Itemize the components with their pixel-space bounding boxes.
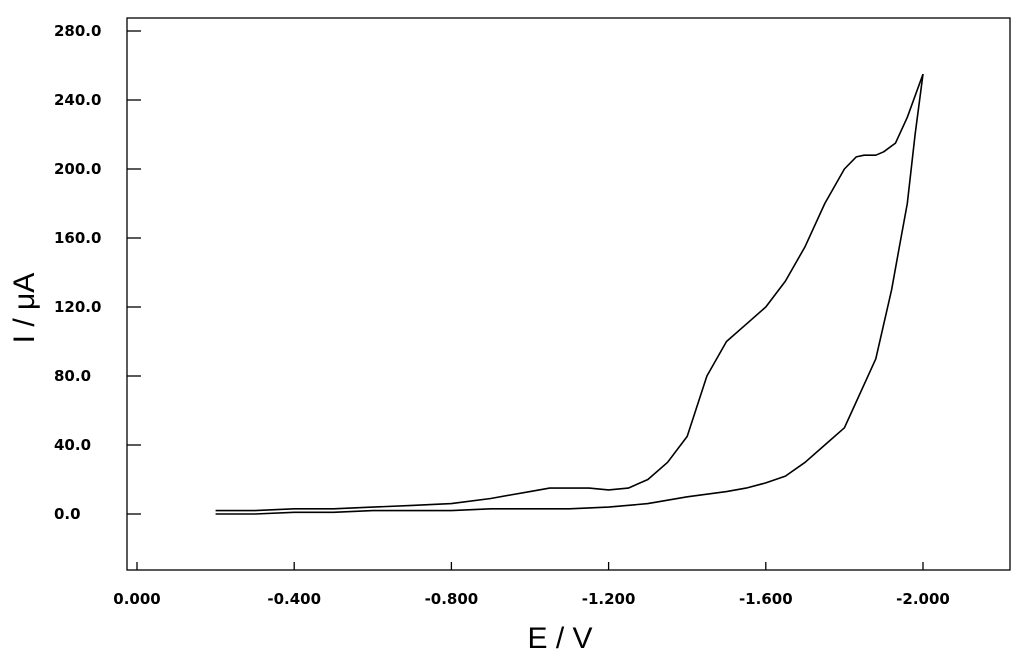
y-axis-ticks: 0.0 40.0 80.0 120.0 160.0 200.0 240.0 280.0 [54,22,141,523]
y-axis-title: I / μA [8,273,41,344]
x-tick-label: -1.200 [582,590,636,608]
y-tick-label: 200.0 [54,160,101,178]
x-axis-ticks: 0.000 -0.400 -0.800 -1.200 -1.600 -2.000 [113,562,950,608]
x-axis-title: E / V [527,622,592,655]
y-tick-label: 0.0 [54,505,81,523]
forward-scan-line [215,73,924,512]
y-tick-label: 160.0 [54,229,101,247]
x-tick-label: -0.800 [425,590,479,608]
y-tick-label: 80.0 [54,367,91,385]
x-tick-label: -0.400 [267,590,321,608]
x-tick-label: -2.000 [896,590,950,608]
x-tick-label: -1.600 [739,590,793,608]
reverse-scan-line [215,73,924,515]
y-tick-label: 40.0 [54,436,91,454]
plot-area-frame [126,17,1011,571]
y-tick-label: 280.0 [54,22,101,40]
y-tick-label: 240.0 [54,91,101,109]
x-tick-label: 0.000 [113,590,160,608]
series-layer [215,73,924,515]
y-tick-label: 120.0 [54,298,101,316]
